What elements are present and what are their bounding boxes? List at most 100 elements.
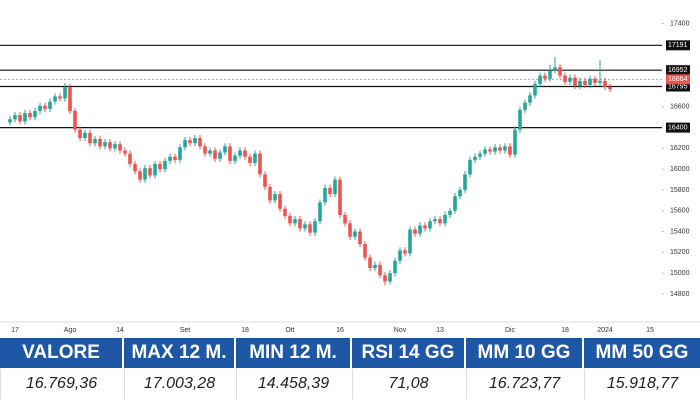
level-label: 16952 [668, 67, 688, 74]
candle-body [498, 147, 502, 151]
candle-body [413, 229, 417, 234]
candle-body [8, 119, 12, 123]
x-tick-label: Dic [505, 327, 516, 334]
table-value: 16.769,36 [0, 369, 122, 399]
candle-body [513, 129, 517, 155]
candle-body [73, 110, 77, 130]
candle-body [483, 149, 487, 154]
candle-body [303, 224, 307, 229]
table-value: 14.458,39 [236, 369, 350, 399]
candle-body [383, 275, 387, 282]
candle-body [243, 150, 247, 157]
candle-body [108, 142, 112, 149]
candle-body [98, 139, 102, 147]
candle-body [468, 159, 472, 175]
candle-body [528, 95, 532, 103]
candle-body [338, 179, 342, 215]
candle-body [153, 164, 157, 176]
candle-body [493, 147, 497, 152]
x-tick-label: Set [180, 327, 191, 334]
candle-body [298, 219, 302, 229]
candle-body [308, 224, 312, 233]
y-tick-label: 15800 [670, 187, 690, 194]
y-tick-label: 14800 [670, 291, 690, 298]
candle-body [378, 264, 382, 276]
table-value: 71,08 [352, 369, 464, 399]
candle-body [463, 174, 467, 190]
candle-body [573, 77, 577, 86]
x-tick-label: 14 [116, 327, 124, 334]
candle-body [423, 225, 427, 229]
candle-body [118, 144, 122, 151]
candle-body [558, 67, 562, 76]
x-tick-label: Ott [285, 327, 294, 334]
candle-body [48, 101, 52, 109]
x-tick-label: 16 [336, 327, 344, 334]
candle-body [228, 146, 232, 161]
candle-body [563, 75, 567, 82]
candle-body [218, 152, 222, 159]
candle-body [173, 156, 177, 160]
candle-body [393, 260, 397, 274]
candle-body [313, 221, 317, 233]
candle-body [358, 231, 362, 245]
candle-body [198, 138, 202, 147]
candle-body [253, 153, 257, 163]
candle-body [398, 250, 402, 261]
candle-body [348, 223, 352, 237]
candle-body [288, 216, 292, 224]
candle-body [588, 78, 592, 85]
candle-body [553, 67, 557, 71]
candle-body [593, 78, 597, 83]
candle-body [53, 96, 57, 102]
x-tick-label: 18 [561, 327, 569, 334]
candle-body [43, 105, 47, 109]
candle-body [58, 96, 62, 99]
candle-body [453, 196, 457, 211]
candle-body [273, 194, 277, 201]
x-tick-label: Ago [64, 327, 77, 334]
y-tick-label: 15400 [670, 228, 690, 235]
candle-body [33, 110, 37, 118]
candle-body [223, 146, 227, 153]
candle-body [458, 190, 462, 197]
candle-body [518, 109, 522, 130]
candle-body [148, 168, 152, 176]
candle-body [168, 156, 172, 161]
candle-body [113, 144, 117, 149]
candle-body [28, 113, 32, 118]
y-tick-label: 17400 [670, 20, 690, 27]
y-tick-label: 16200 [670, 145, 690, 152]
candle-body [143, 168, 147, 180]
candle-body [88, 132, 92, 144]
candle-body [538, 75, 542, 84]
candle-body [503, 146, 507, 151]
candle-body [193, 138, 197, 144]
candle-body [603, 80, 607, 88]
candle-body [323, 187, 327, 203]
table-value: 17.003,28 [124, 369, 234, 399]
candle-body [283, 208, 287, 216]
candle-body [368, 257, 372, 268]
y-tick-label: 15000 [670, 270, 690, 277]
candle-body [13, 115, 17, 120]
x-tick-label: 13 [436, 327, 444, 334]
table-header: MIN 12 M. [236, 338, 350, 368]
stats-table: VALORE MAX 12 M. MIN 12 M. RSI 14 GG MM 10 G… [0, 338, 700, 400]
candle-body [438, 219, 442, 224]
level-label-box [666, 122, 690, 133]
candle-body [403, 250, 407, 254]
x-tick-label: 17 [11, 327, 19, 334]
candle-body [123, 150, 127, 154]
candle-body [328, 187, 332, 195]
candle-body [138, 171, 142, 180]
candle-body [568, 77, 572, 82]
candle-body [268, 186, 272, 201]
candle-body [263, 174, 267, 187]
candle-body [443, 214, 447, 224]
candle-body [18, 115, 22, 122]
y-tick-label: 15200 [670, 249, 690, 256]
candle-body [418, 225, 422, 234]
candle-body [38, 105, 42, 111]
